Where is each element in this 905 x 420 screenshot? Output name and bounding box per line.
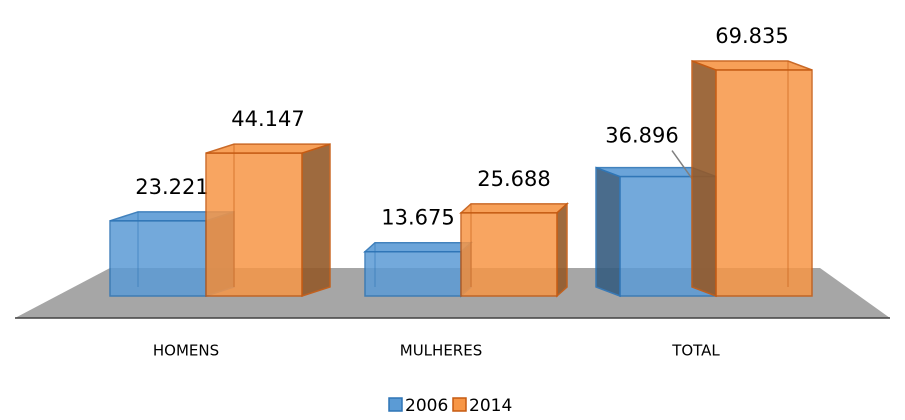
bar — [363, 241, 473, 298]
x-tick-label: HOMENS — [153, 342, 219, 360]
data-label: 36.896 — [605, 124, 678, 148]
bar-side — [691, 59, 717, 298]
x-tick-label: MULHERES — [400, 342, 482, 360]
bar-front — [460, 212, 558, 297]
bar — [459, 202, 569, 298]
legend-label: 2006 — [405, 396, 448, 416]
bar-front — [715, 69, 813, 297]
data-label: 25.688 — [477, 167, 550, 191]
leader-line — [671, 150, 693, 180]
legend: 2006 2014 — [388, 396, 512, 416]
bar-front — [364, 250, 462, 297]
bar-side — [556, 202, 568, 298]
bar — [691, 59, 813, 298]
data-label: 23.221 — [135, 175, 208, 199]
bar-front — [109, 220, 207, 297]
x-tick-label: TOTAL — [671, 342, 720, 360]
data-label: 13.675 — [381, 206, 454, 230]
legend-label: 2014 — [469, 396, 512, 416]
bar-front — [205, 152, 303, 297]
data-label: 44.147 — [231, 107, 304, 131]
bar — [205, 143, 331, 298]
bar-side — [595, 166, 621, 298]
legend-swatch — [452, 397, 467, 412]
legend-swatch — [388, 397, 403, 412]
bar-top — [459, 203, 569, 214]
bar-top — [363, 241, 473, 253]
bar-side — [301, 143, 331, 298]
data-label: 69.835 — [715, 24, 788, 48]
bars: 23.221 44.147 13.675 25.688 36.896 69.835 — [109, 24, 813, 298]
